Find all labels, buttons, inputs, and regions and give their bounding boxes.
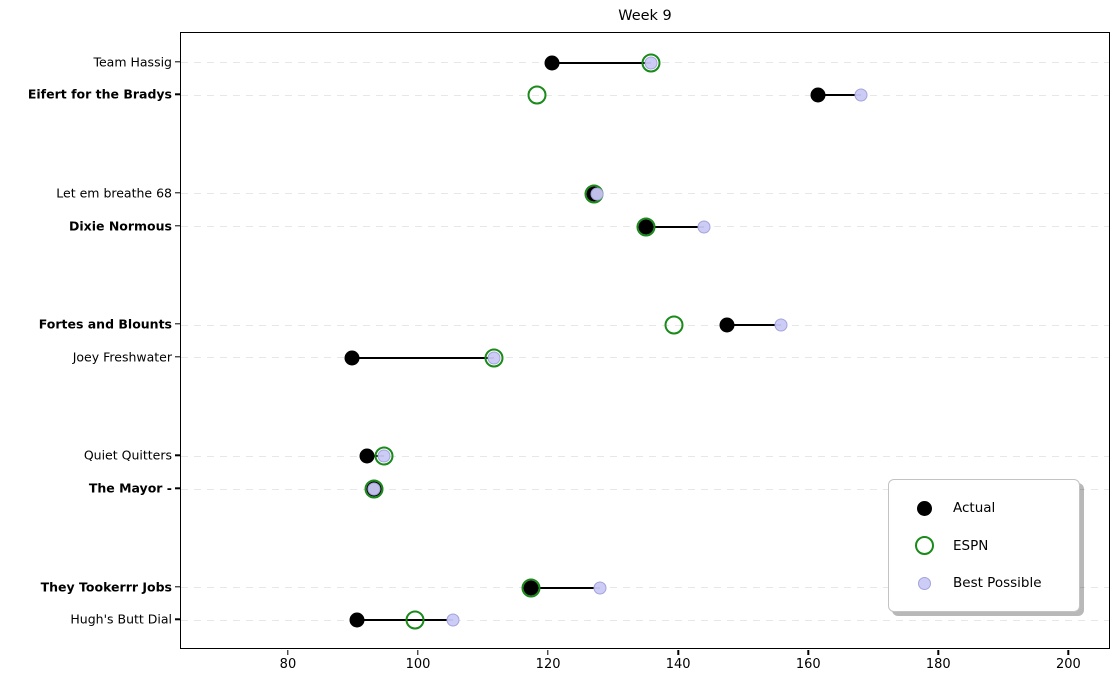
espn-marker <box>527 85 547 105</box>
best-marker <box>487 351 501 365</box>
actual-marker <box>544 55 560 71</box>
y-axis-label: Fortes and Blounts <box>38 316 172 332</box>
x-tick-mark <box>417 650 419 655</box>
gridline <box>181 488 1109 490</box>
connector-line <box>352 356 495 359</box>
best-legend-icon <box>913 576 935 590</box>
legend: Actual ESPN Best Possible <box>888 479 1080 612</box>
y-tick-mark <box>175 356 180 358</box>
espn-marker <box>641 53 661 73</box>
espn-marker <box>914 536 934 555</box>
espn-marker <box>484 348 504 368</box>
actual-marker <box>638 219 654 235</box>
y-axis-label: Hugh's Butt Dial <box>70 611 172 627</box>
y-tick-mark <box>175 60 180 63</box>
y-tick-mark <box>175 487 180 489</box>
y-axis-label: Quiet Quitters <box>83 447 172 463</box>
actual-marker <box>719 317 735 333</box>
actual-marker <box>359 448 375 464</box>
best-marker <box>917 576 931 590</box>
actual-marker <box>349 612 365 628</box>
y-axis-label: Eifert for the Bradys <box>27 86 172 102</box>
legend-label: ESPN <box>953 537 989 554</box>
y-tick-mark <box>175 323 180 325</box>
y-axis-label: They Tookerrr Jobs <box>40 579 172 595</box>
y-tick-mark <box>175 93 180 96</box>
y-axis-label: Let em breathe 68 <box>56 185 172 201</box>
y-tick-mark <box>175 585 180 588</box>
gridline <box>181 94 1109 96</box>
gridline <box>181 324 1109 326</box>
connector-line <box>357 619 454 622</box>
x-tick-mark <box>807 650 809 655</box>
x-tick-mark <box>937 650 939 655</box>
gridline <box>181 357 1109 359</box>
connector-line <box>727 324 782 327</box>
legend-entry: ESPN <box>913 536 1079 555</box>
best-marker <box>593 581 607 595</box>
y-tick-mark <box>175 224 180 227</box>
x-tick-label: 120 <box>535 657 561 672</box>
connector-line <box>817 94 862 97</box>
x-tick-label: 100 <box>405 657 431 672</box>
espn-marker <box>364 479 384 499</box>
espn-legend-icon <box>913 536 935 555</box>
espn-marker <box>664 315 684 335</box>
actual-marker <box>523 580 539 596</box>
actual-marker <box>810 87 826 103</box>
best-marker <box>854 88 868 102</box>
x-tick-mark <box>677 650 679 655</box>
x-tick-label: 200 <box>1055 657 1081 672</box>
actual-legend-icon <box>913 500 935 516</box>
best-marker <box>774 318 788 332</box>
best-marker <box>446 613 460 627</box>
x-tick-label: 180 <box>925 657 951 672</box>
x-tick-label: 140 <box>665 657 691 672</box>
y-tick-mark <box>175 618 180 621</box>
connector-line <box>646 225 704 228</box>
x-tick-label: 80 <box>279 657 297 672</box>
plot-area <box>180 32 1110 649</box>
actual-marker <box>916 500 932 516</box>
connector-line <box>552 61 652 64</box>
best-marker <box>697 220 711 234</box>
y-axis-label: Dixie Normous <box>68 218 172 234</box>
legend-label: Actual <box>953 500 996 516</box>
gridline <box>181 193 1109 195</box>
chart-title: Week 9 <box>618 8 672 24</box>
best-marker <box>590 187 604 201</box>
best-marker <box>377 449 391 463</box>
y-axis-label: Team Hassig <box>93 54 172 70</box>
gridline <box>181 587 1109 589</box>
espn-marker <box>636 217 656 237</box>
espn-marker <box>521 578 541 598</box>
y-axis-label: The Mayor - <box>88 480 172 496</box>
x-tick-label: 160 <box>795 657 821 672</box>
espn-marker <box>374 446 394 466</box>
y-tick-mark <box>175 454 180 457</box>
connector-line <box>530 586 601 589</box>
y-tick-mark <box>175 192 180 194</box>
legend-entry: Actual <box>913 500 1079 516</box>
gridline <box>181 455 1109 457</box>
espn-marker <box>405 610 425 630</box>
legend-label: Best Possible <box>953 575 1042 591</box>
legend-entry: Best Possible <box>913 575 1079 591</box>
y-axis-label: Joey Freshwater <box>72 349 172 365</box>
x-tick-mark <box>287 650 289 655</box>
actual-marker <box>344 350 360 366</box>
gridline <box>181 619 1109 621</box>
best-marker <box>367 482 381 496</box>
x-tick-mark <box>1067 650 1070 655</box>
x-tick-mark <box>547 650 549 655</box>
best-marker <box>644 56 658 70</box>
